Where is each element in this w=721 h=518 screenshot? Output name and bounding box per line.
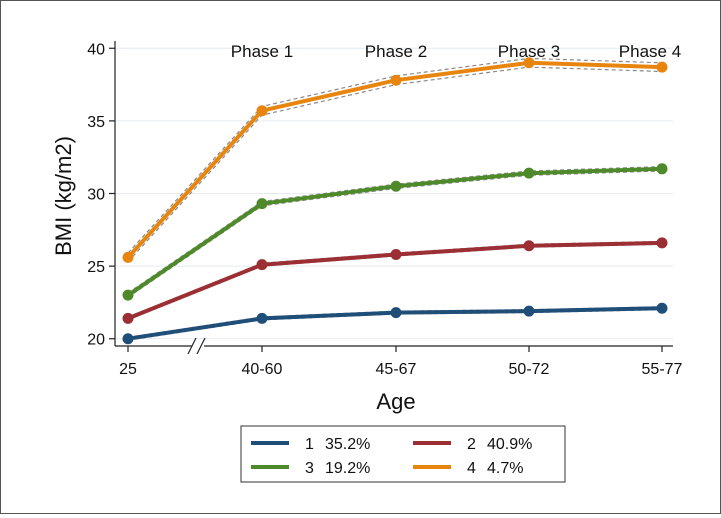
- data-point-4-2: [390, 74, 402, 86]
- legend-label-4: 4: [467, 460, 476, 477]
- data-point-1-3: [523, 305, 535, 317]
- data-point-2-3: [523, 240, 535, 252]
- phase-labels: Phase 1 Phase 2 Phase 3 Phase 4: [231, 42, 681, 61]
- phase-label: Phase 2: [365, 42, 427, 61]
- axis-break-mark: [187, 337, 197, 355]
- data-point-2-2: [390, 249, 402, 260]
- data-point-2-1: [256, 259, 268, 271]
- y-tick-label: 30: [87, 187, 105, 204]
- data-point-1-0: [122, 333, 134, 345]
- data-point-3-1: [256, 198, 268, 210]
- data-point-1-4: [656, 302, 668, 314]
- legend-label-2: 2: [467, 436, 476, 453]
- x-tick-label: 45-67: [376, 361, 417, 378]
- series-group-4: [122, 57, 668, 263]
- x-tick-label: 50-72: [509, 361, 550, 378]
- y-tick-labels: 20 25 30 35 40: [87, 41, 105, 348]
- phase-label: Phase 3: [498, 42, 560, 61]
- data-point-2-0: [122, 312, 134, 324]
- x-tick-label: 25: [119, 361, 137, 378]
- data-point-1-1: [256, 312, 268, 324]
- series-group-3: [122, 163, 668, 301]
- phase-label: Phase 1: [231, 42, 293, 61]
- data-point-4-1: [256, 105, 268, 117]
- series-lines: [122, 57, 668, 345]
- y-tick-label: 20: [87, 332, 105, 349]
- data-point-4-4: [656, 61, 668, 73]
- legend-box: [240, 425, 566, 483]
- ci-upper-4: [127, 57, 663, 254]
- axes: [109, 41, 673, 355]
- y-tick-label: 40: [87, 41, 105, 58]
- data-point-4-0: [122, 251, 134, 263]
- legend-label-1: 1: [305, 436, 314, 453]
- series-group-2: [122, 237, 668, 324]
- axis-break-mark: [196, 337, 206, 355]
- data-point-1-2: [390, 307, 402, 319]
- legend-share-4: 4.7%: [487, 460, 523, 477]
- legend-share-3: 19.2%: [325, 460, 370, 477]
- series-line-4: [126, 60, 663, 259]
- x-tick-label: 40-60: [242, 361, 283, 378]
- series-group-1: [122, 302, 668, 345]
- legend-share-1: 35.2%: [325, 436, 370, 453]
- data-point-3-0: [122, 289, 134, 301]
- x-tick-label: 55-77: [642, 361, 683, 378]
- phase-label: Phase 4: [619, 42, 681, 61]
- x-axis-label: Age: [376, 389, 415, 414]
- gridlines: [115, 47, 673, 340]
- x-tick-labels: 25 40-60 45-67 50-72 55-77: [119, 361, 682, 378]
- data-point-2-4: [656, 237, 668, 249]
- legend-share-2: 40.9%: [487, 436, 532, 453]
- data-point-3-4: [656, 163, 668, 175]
- y-tick-label: 25: [87, 259, 105, 276]
- y-tick-label: 35: [87, 114, 105, 131]
- data-point-3-2: [390, 180, 402, 192]
- data-point-3-3: [523, 167, 535, 179]
- legend-label-3: 3: [305, 460, 314, 477]
- legend: 1 35.2% 2 40.9% 3 19.2% 4 4.7%: [240, 425, 566, 483]
- data-point-4-3: [523, 57, 535, 69]
- ci-lower-4: [127, 66, 663, 263]
- y-axis-label: BMI (kg/m2): [51, 136, 76, 256]
